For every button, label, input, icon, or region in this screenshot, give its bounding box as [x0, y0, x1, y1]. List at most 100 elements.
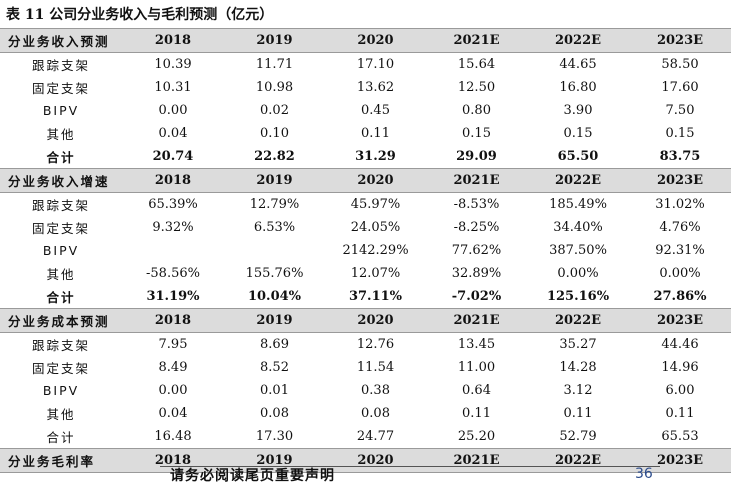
value-cell: -58.56% [146, 266, 200, 281]
value-cell: 83.75 [659, 149, 701, 164]
value-cell: 20.74 [152, 149, 194, 164]
value-cell: 17.10 [356, 57, 395, 72]
table-caption: 表 11 公司分业务收入与毛利预测（亿元） [6, 7, 274, 23]
section-header-row: 分业务成本预测 2018 2019 2020 2021E 2022E 2023E [0, 308, 731, 333]
value-cell: 0.80 [462, 103, 491, 118]
value-cell: 0.45 [361, 103, 390, 118]
value-cell: 44.65 [559, 57, 597, 72]
year-header-cell: 2023E [629, 28, 731, 53]
value-cell: 10.31 [154, 80, 192, 95]
year-header-cell: 2021E [426, 308, 527, 333]
value-cell: 0.00 [158, 383, 188, 398]
footer-divider [160, 466, 660, 467]
year-header-cell: 2018 [122, 28, 224, 53]
year-header-cell: 2020 [325, 308, 426, 333]
section-title: 分业务成本预测 [0, 308, 122, 333]
value-cell: 0.15 [563, 126, 593, 141]
value-cell: 17.60 [661, 80, 699, 95]
row-label: 其他 [46, 267, 76, 282]
section-title: 分业务毛利率 [0, 448, 122, 473]
value-cell: 12.79% [249, 197, 300, 212]
value-cell: 10.04% [247, 289, 302, 304]
table-row: 其他 0.04 0.10 0.11 0.15 0.15 0.15 [0, 122, 731, 145]
value-cell: 37.11% [348, 289, 403, 304]
value-cell: 0.38 [361, 383, 390, 398]
value-cell: 7.95 [158, 337, 188, 352]
value-cell: 0.08 [361, 406, 390, 421]
value-cell: 0.00% [659, 266, 701, 281]
year-header-cell: 2022E [527, 168, 629, 193]
year-header-cell: 2023E [629, 448, 731, 473]
value-cell: 155.76% [245, 266, 304, 281]
value-cell: -8.25% [453, 220, 500, 235]
value-cell: 35.27 [559, 337, 597, 352]
year-header-cell: 2023E [629, 168, 731, 193]
table-row: 固定支架 9.32% 6.53% 24.05% -8.25% 34.40% 4.76% [0, 216, 731, 239]
value-cell: 0.15 [665, 126, 695, 141]
value-cell: 6.00 [665, 383, 695, 398]
value-cell: 0.11 [665, 406, 695, 421]
value-cell: 2142.29% [342, 243, 409, 258]
value-cell: 77.62% [451, 243, 502, 258]
section-header-row: 分业务毛利率 2018 2019 2020 2021E 2022E 2023E [0, 448, 731, 473]
section-title: 分业务收入预测 [0, 28, 122, 53]
total-row: 合计 20.74 22.82 31.29 29.09 65.50 83.75 [0, 145, 731, 169]
year-header-cell: 2021E [426, 168, 527, 193]
value-cell: 15.64 [457, 57, 496, 72]
table-row: 固定支架 8.49 8.52 11.54 11.00 14.28 14.96 [0, 356, 731, 379]
value-cell: -7.02% [451, 289, 502, 304]
value-cell: 8.69 [260, 337, 289, 352]
row-label: 合计 [46, 290, 76, 305]
value-cell: 11.00 [457, 360, 496, 375]
value-cell: 0.02 [260, 103, 289, 118]
value-cell: 0.64 [462, 383, 491, 398]
value-cell: 13.45 [457, 337, 496, 352]
year-header-cell: 2023E [629, 308, 731, 333]
year-header-cell: 2022E [527, 308, 629, 333]
value-cell: 7.50 [665, 103, 695, 118]
value-cell: 65.39% [148, 197, 198, 212]
section-header-row: 分业务收入预测 2018 2019 2020 2021E 2022E 2023E [0, 28, 731, 53]
value-cell: 31.19% [146, 289, 200, 304]
value-cell: 0.08 [260, 406, 289, 421]
value-cell: 0.04 [158, 406, 188, 421]
table-row: 其他 -58.56% 155.76% 12.07% 32.89% 0.00% 0.00% [0, 262, 731, 285]
value-cell: 10.39 [154, 57, 192, 72]
year-header-cell: 2019 [224, 308, 325, 333]
value-cell [224, 239, 325, 262]
year-header-cell: 2021E [426, 448, 527, 473]
year-header-cell: 2019 [224, 28, 325, 53]
row-label: 固定支架 [31, 361, 90, 376]
value-cell: 0.11 [462, 406, 491, 421]
value-cell: 14.96 [661, 360, 699, 375]
section-header-row: 分业务收入增速 2018 2019 2020 2021E 2022E 2023E [0, 168, 731, 193]
row-label: BIPV [42, 103, 80, 118]
value-cell: 0.11 [563, 406, 593, 421]
year-header-cell: 2022E [527, 448, 629, 473]
value-cell: 16.80 [559, 80, 597, 95]
row-label: 其他 [46, 127, 76, 142]
row-label: 其他 [46, 407, 76, 422]
value-cell: 3.12 [563, 383, 593, 398]
value-cell: -8.53% [453, 197, 500, 212]
value-cell: 0.15 [462, 126, 491, 141]
value-cell: 58.50 [661, 57, 699, 72]
table-row: 跟踪支架 10.39 11.71 17.10 15.64 44.65 58.50 [0, 53, 731, 77]
year-header-cell: 2018 [122, 448, 224, 473]
table-row: 其他 0.04 0.08 0.08 0.11 0.11 0.11 [0, 402, 731, 425]
row-label: 跟踪支架 [31, 58, 90, 73]
value-cell: 92.31% [655, 243, 705, 258]
value-cell: 11.54 [356, 360, 395, 375]
table-row: 固定支架 10.31 10.98 13.62 12.50 16.80 17.60 [0, 76, 731, 99]
year-header-cell: 2019 [224, 448, 325, 473]
value-cell: 4.76% [659, 220, 701, 235]
year-header-cell: 2020 [325, 28, 426, 53]
value-cell: 24.05% [350, 220, 401, 235]
value-cell: 52.79 [559, 429, 597, 444]
value-cell: 16.48 [154, 429, 192, 444]
value-cell: 65.50 [557, 149, 599, 164]
footer-disclaimer: 请务必阅读尾页重要声明 [170, 468, 335, 484]
value-cell: 0.00% [557, 266, 599, 281]
row-label: 跟踪支架 [31, 198, 90, 213]
value-cell: 0.11 [361, 126, 390, 141]
